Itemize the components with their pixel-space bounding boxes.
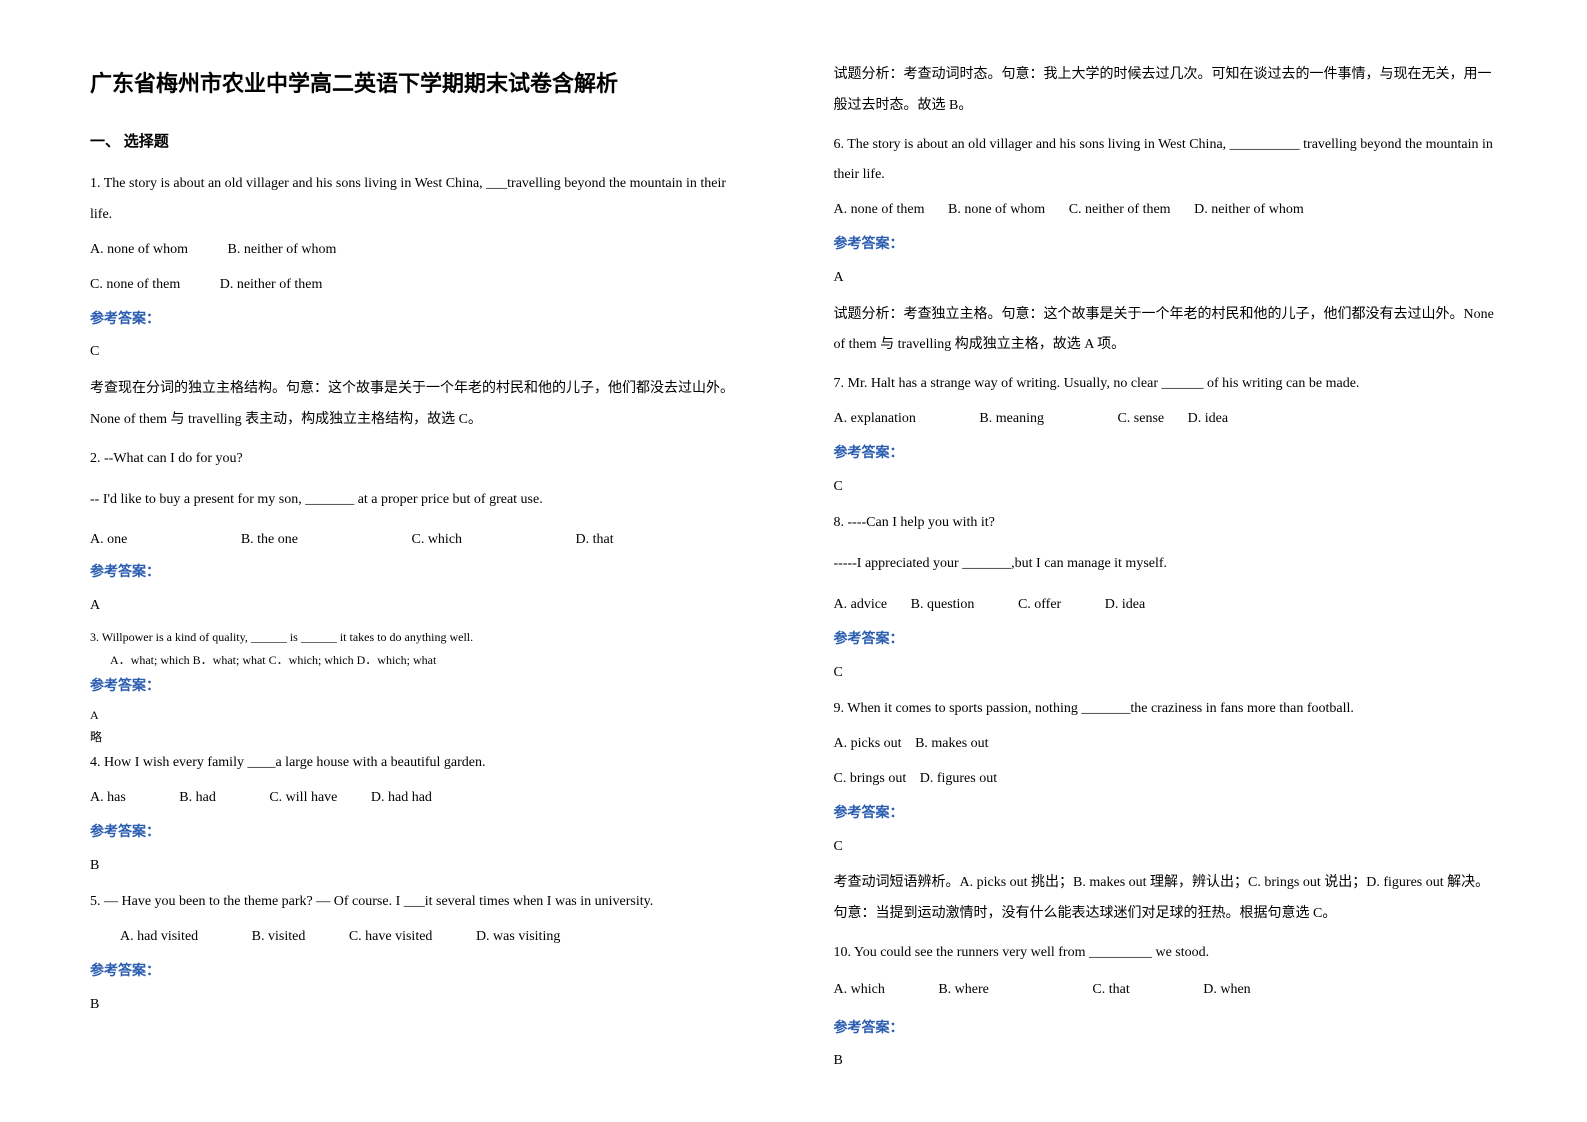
q1-opt-b: B. neither of whom bbox=[228, 235, 337, 266]
q5-text: 5. — Have you been to the theme park? — … bbox=[90, 887, 744, 918]
q2-opt-c: C. which bbox=[411, 525, 462, 556]
q6-explain: 试题分析：考查独立主格。句意：这个故事是关于一个年老的村民和他的儿子，他们都没有… bbox=[834, 300, 1498, 362]
q9-opts-row2: C. brings out D. figures out bbox=[834, 764, 1498, 795]
q7-opt-c: C. sense bbox=[1117, 404, 1164, 435]
q2-text2: -- I'd like to buy a present for my son,… bbox=[90, 485, 744, 516]
q7-ans: C bbox=[834, 472, 1498, 503]
q6-opt-d: D. neither of whom bbox=[1194, 195, 1304, 226]
q10-text: 10. You could see the runners very well … bbox=[834, 938, 1498, 969]
page-title: 广东省梅州市农业中学高二英语下学期期末试卷含解析 bbox=[90, 60, 744, 108]
q10-ans-label: 参考答案： bbox=[834, 1014, 1498, 1045]
q10-opt-d: D. when bbox=[1203, 975, 1250, 1006]
q2-opts: A. one B. the one C. which D. that bbox=[90, 525, 744, 556]
section-heading: 一、 选择题 bbox=[90, 126, 744, 159]
q2-opt-d: D. that bbox=[576, 525, 614, 556]
q2-ans-label: 参考答案： bbox=[90, 558, 744, 589]
q8-text1: 8. ----Can I help you with it? bbox=[834, 508, 1498, 539]
q1-ans: C bbox=[90, 337, 744, 368]
q6-opt-a: A. none of them bbox=[834, 195, 925, 226]
q5-opt-a: A. had visited bbox=[120, 922, 198, 953]
q8-opt-d: D. idea bbox=[1105, 590, 1145, 621]
q3-ans: A bbox=[90, 705, 744, 727]
q9-text: 9. When it comes to sports passion, noth… bbox=[834, 694, 1498, 725]
q1-opt-d: D. neither of them bbox=[220, 270, 323, 301]
q5-opt-d: D. was visiting bbox=[476, 922, 560, 953]
q7-opt-d: D. idea bbox=[1188, 404, 1228, 435]
q10-opts: A. which B. where C. that D. when bbox=[834, 975, 1498, 1006]
q2-opt-b: B. the one bbox=[241, 525, 298, 556]
q1-opts-row1: A. none of whom B. neither of whom bbox=[90, 235, 744, 266]
q1-opt-c: C. none of them bbox=[90, 270, 180, 301]
q10-opt-a: A. which bbox=[834, 975, 885, 1006]
q5-opts: A. had visited B. visited C. have visite… bbox=[90, 922, 744, 953]
q7-opt-a: A. explanation bbox=[834, 404, 916, 435]
q8-opt-b: B. question bbox=[911, 590, 975, 621]
q5-explain: 试题分析：考查动词时态。句意：我上大学的时候去过几次。可知在谈过去的一件事情，与… bbox=[834, 60, 1498, 122]
q1-opt-a: A. none of whom bbox=[90, 235, 188, 266]
q5-ans: B bbox=[90, 990, 744, 1021]
q9-opts-row1: A. picks out B. makes out bbox=[834, 729, 1498, 760]
q8-text2: -----I appreciated your _______,but I ca… bbox=[834, 549, 1498, 580]
q4-opt-b: B. had bbox=[179, 783, 216, 814]
q8-opt-c: C. offer bbox=[1018, 590, 1061, 621]
q7-opts: A. explanation B. meaning C. sense D. id… bbox=[834, 404, 1498, 435]
q9-ans: C bbox=[834, 832, 1498, 863]
q8-opt-a: A. advice bbox=[834, 590, 888, 621]
q10-ans: B bbox=[834, 1046, 1498, 1077]
q9-opt-b: B. makes out bbox=[915, 729, 989, 760]
q6-opt-c: C. neither of them bbox=[1069, 195, 1171, 226]
left-column: 广东省梅州市农业中学高二英语下学期期末试卷含解析 一、 选择题 1. The s… bbox=[0, 0, 794, 1122]
q6-opts: A. none of them B. none of whom C. neith… bbox=[834, 195, 1498, 226]
q8-opts: A. advice B. question C. offer D. idea bbox=[834, 590, 1498, 621]
q7-opt-b: B. meaning bbox=[979, 404, 1044, 435]
q6-ans: A bbox=[834, 263, 1498, 294]
q5-opt-b: B. visited bbox=[252, 922, 306, 953]
right-column: 试题分析：考查动词时态。句意：我上大学的时候去过几次。可知在谈过去的一件事情，与… bbox=[794, 0, 1587, 1122]
q4-ans: B bbox=[90, 851, 744, 882]
q9-opt-d: D. figures out bbox=[920, 764, 997, 795]
q4-opt-c: C. will have bbox=[269, 783, 337, 814]
q8-ans: C bbox=[834, 658, 1498, 689]
q2-text1: 2. --What can I do for you? bbox=[90, 444, 744, 475]
q4-opts: A. has B. had C. will have D. had had bbox=[90, 783, 744, 814]
q7-ans-label: 参考答案： bbox=[834, 439, 1498, 470]
q4-opt-d: D. had had bbox=[371, 783, 432, 814]
q2-opt-a: A. one bbox=[90, 525, 127, 556]
q5-ans-label: 参考答案： bbox=[90, 957, 744, 988]
q4-text: 4. How I wish every family ____a large h… bbox=[90, 748, 744, 779]
q7-text: 7. Mr. Halt has a strange way of writing… bbox=[834, 369, 1498, 400]
q1-ans-label: 参考答案： bbox=[90, 305, 744, 336]
q8-ans-label: 参考答案： bbox=[834, 625, 1498, 656]
q4-opt-a: A. has bbox=[90, 783, 126, 814]
q10-opt-b: B. where bbox=[938, 975, 989, 1006]
q1-opts-row2: C. none of them D. neither of them bbox=[90, 270, 744, 301]
q3-text: 3. Willpower is a kind of quality, _____… bbox=[90, 628, 744, 647]
q9-opt-c: C. brings out bbox=[834, 764, 907, 795]
q3-ans-label: 参考答案： bbox=[90, 672, 744, 703]
q4-ans-label: 参考答案： bbox=[90, 818, 744, 849]
q10-opt-c: C. that bbox=[1092, 975, 1129, 1006]
q9-opt-a: A. picks out bbox=[834, 729, 902, 760]
q2-ans: A bbox=[90, 591, 744, 622]
q5-opt-c: C. have visited bbox=[349, 922, 433, 953]
q6-opt-b: B. none of whom bbox=[948, 195, 1045, 226]
q3-opts: A．what; which B．what; what C．which; whic… bbox=[90, 651, 744, 670]
q9-ans-label: 参考答案： bbox=[834, 799, 1498, 830]
q3-note: 略 bbox=[90, 727, 744, 749]
q1-explain: 考查现在分词的独立主格结构。句意：这个故事是关于一个年老的村民和他的儿子，他们都… bbox=[90, 374, 744, 436]
q6-ans-label: 参考答案： bbox=[834, 230, 1498, 261]
q6-text: 6. The story is about an old villager an… bbox=[834, 130, 1498, 192]
q9-explain: 考查动词短语辨析。A. picks out 挑出；B. makes out 理解… bbox=[834, 868, 1498, 930]
q1-text: 1. The story is about an old villager an… bbox=[90, 169, 744, 231]
